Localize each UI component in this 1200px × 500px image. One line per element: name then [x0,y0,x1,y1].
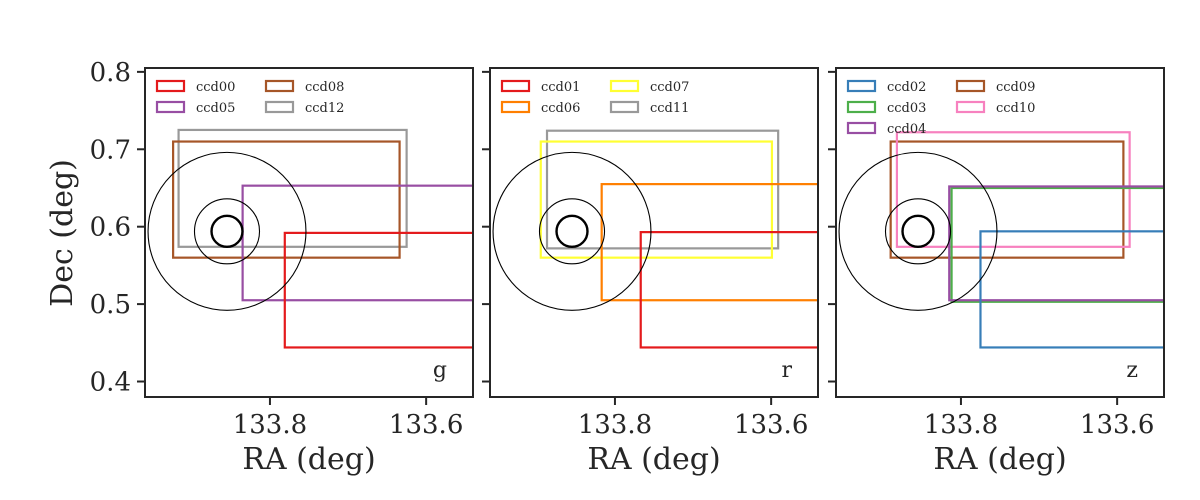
x-tick-label: 133.8 [233,410,307,440]
legend-label: ccd08 [305,80,344,95]
legend-item-ccd00: ccd00 [155,79,235,95]
x-axis-label: RA (deg) [587,442,720,477]
legend-item-ccd05: ccd05 [155,100,235,116]
ccd-footprint-ccd09 [889,140,1125,259]
ccd-footprint-ccd01 [639,231,818,349]
band-label-r: r [781,358,792,383]
legend-swatch [155,100,186,114]
panel-g: 0.4 0.5 0.6 0.7 0.8 133.8 133.6 RA (deg) g ccd00 c… [90,58,474,477]
legend-label: ccd02 [887,80,926,95]
y-tick-label: 0.4 [90,368,131,398]
aperture-circle-1 [838,151,998,311]
x-tick-label: 133.6 [734,410,808,440]
axes-frame-z [835,67,1165,398]
legend-swatch [155,79,186,93]
legend-label: ccd06 [541,101,580,116]
legend-swatch [609,79,640,93]
panel-r: 133.8 133.6 RA (deg) r ccd01 ccd06 ccd07 ccd11 [482,67,819,477]
aperture-circle-3 [555,214,589,249]
legend-swatch [609,100,640,114]
ccd-footprint-ccd02 [979,230,1164,349]
ccd-footprint-ccd04 [948,185,1164,302]
legend-label: ccd03 [887,101,926,116]
aperture-circle-3 [210,214,244,249]
legend-item-ccd08: ccd08 [264,79,344,95]
axes-frame-r [489,67,819,398]
legend-swatch [846,79,877,93]
aperture-circle-1 [147,151,307,311]
x-axis-label: RA (deg) [242,442,375,477]
ccd-footprint-ccd11 [545,129,780,250]
legend-swatch [500,100,531,114]
legend-label: ccd05 [196,101,235,116]
aperture-circle-2 [193,198,261,265]
legend-item-ccd03: ccd03 [846,100,926,116]
ccd-footprint-ccd03 [950,186,1164,303]
band-label-z: z [1126,358,1138,383]
legend-label: ccd10 [996,101,1035,116]
y-tick-label: 0.8 [90,58,131,88]
legend-label: ccd12 [305,101,344,116]
ccd-footprint-ccd12 [177,128,408,248]
legend-label: ccd01 [541,80,580,95]
legend-swatch [955,100,986,114]
x-tick-label: 133.6 [389,410,463,440]
x-tick-label: 133.6 [1080,410,1154,440]
legend-label: ccd00 [196,80,235,95]
legend-swatch [500,79,531,93]
y-tick-label: 0.6 [90,213,131,243]
aperture-circle-1 [492,151,652,311]
ccd-footprint-ccd00 [283,231,473,349]
legend-label: ccd09 [996,80,1035,95]
y-tick-label: 0.5 [90,290,131,320]
x-axis-label: RA (deg) [933,442,1066,477]
aperture-circle-3 [901,214,935,249]
legend-swatch [264,100,295,114]
ccd-footprint-ccd08 [172,140,401,259]
legend-swatch [264,79,295,93]
plot-area-g [147,128,473,349]
legend-item-ccd04: ccd04 [846,121,926,137]
legend-swatch [955,79,986,93]
ccd-footprint-ccd06 [600,183,818,302]
plot-area-r [492,129,818,349]
legend-swatch [846,121,877,135]
panel-z: 133.8 133.6 RA (deg) z ccd02 ccd03 ccd04 ccd09 c… [828,67,1165,477]
aperture-circle-2 [884,198,952,265]
legend-label: ccd04 [887,122,926,137]
x-tick-label: 133.8 [924,410,998,440]
ccd-footprint-ccd10 [895,131,1131,248]
legend-swatch [846,100,877,114]
axes-frame-g [144,67,474,398]
band-label-g: g [433,358,447,383]
aperture-circle-2 [538,198,606,265]
legend-item-ccd09: ccd09 [955,79,1035,95]
legend-label: ccd07 [650,80,689,95]
ccd-footprint-ccd07 [539,140,774,259]
legend-item-ccd10: ccd10 [955,100,1035,116]
legend-label: ccd11 [650,101,689,116]
legend-item-ccd02: ccd02 [846,79,926,95]
y-tick-label: 0.7 [90,135,131,165]
plot-area-z [838,131,1164,349]
x-tick-label: 133.8 [578,410,652,440]
y-axis-label: Dec (deg) [45,159,80,307]
legend-item-ccd11: ccd11 [609,100,689,116]
ccd-footprint-ccd05 [241,184,473,302]
legend-item-ccd07: ccd07 [609,79,689,95]
legend-item-ccd06: ccd06 [500,100,580,116]
legend-item-ccd12: ccd12 [264,100,344,116]
legend-item-ccd01: ccd01 [500,79,580,95]
